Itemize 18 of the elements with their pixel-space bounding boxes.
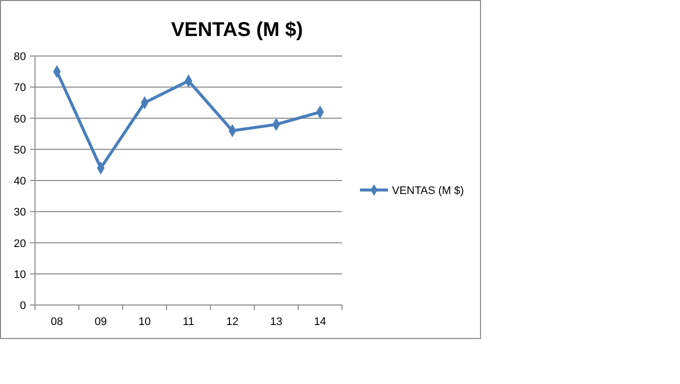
x-tick-label: 09 xyxy=(94,316,107,328)
y-tick-label: 10 xyxy=(14,268,26,281)
y-tick-label: 20 xyxy=(14,238,26,250)
legend-label: VENTAS (M $) xyxy=(392,185,464,197)
x-tick-label: 14 xyxy=(314,316,326,328)
x-tick-label: 08 xyxy=(50,316,64,328)
x-tick-label: 13 xyxy=(270,316,282,328)
y-tick-label: 80 xyxy=(14,51,26,63)
y-tick-label: 70 xyxy=(14,82,26,94)
x-tick-label: 10 xyxy=(138,316,151,328)
x-tick-label: 12 xyxy=(226,316,238,328)
chart-title: VENTAS (M $) xyxy=(171,19,303,41)
y-tick-label: 40 xyxy=(14,176,26,188)
y-tick-label: 60 xyxy=(14,113,26,126)
y-tick-label: 50 xyxy=(14,144,26,156)
y-tick-label: 0 xyxy=(20,300,26,312)
x-tick-label: 11 xyxy=(182,316,194,328)
y-tick-label: 30 xyxy=(14,206,26,219)
